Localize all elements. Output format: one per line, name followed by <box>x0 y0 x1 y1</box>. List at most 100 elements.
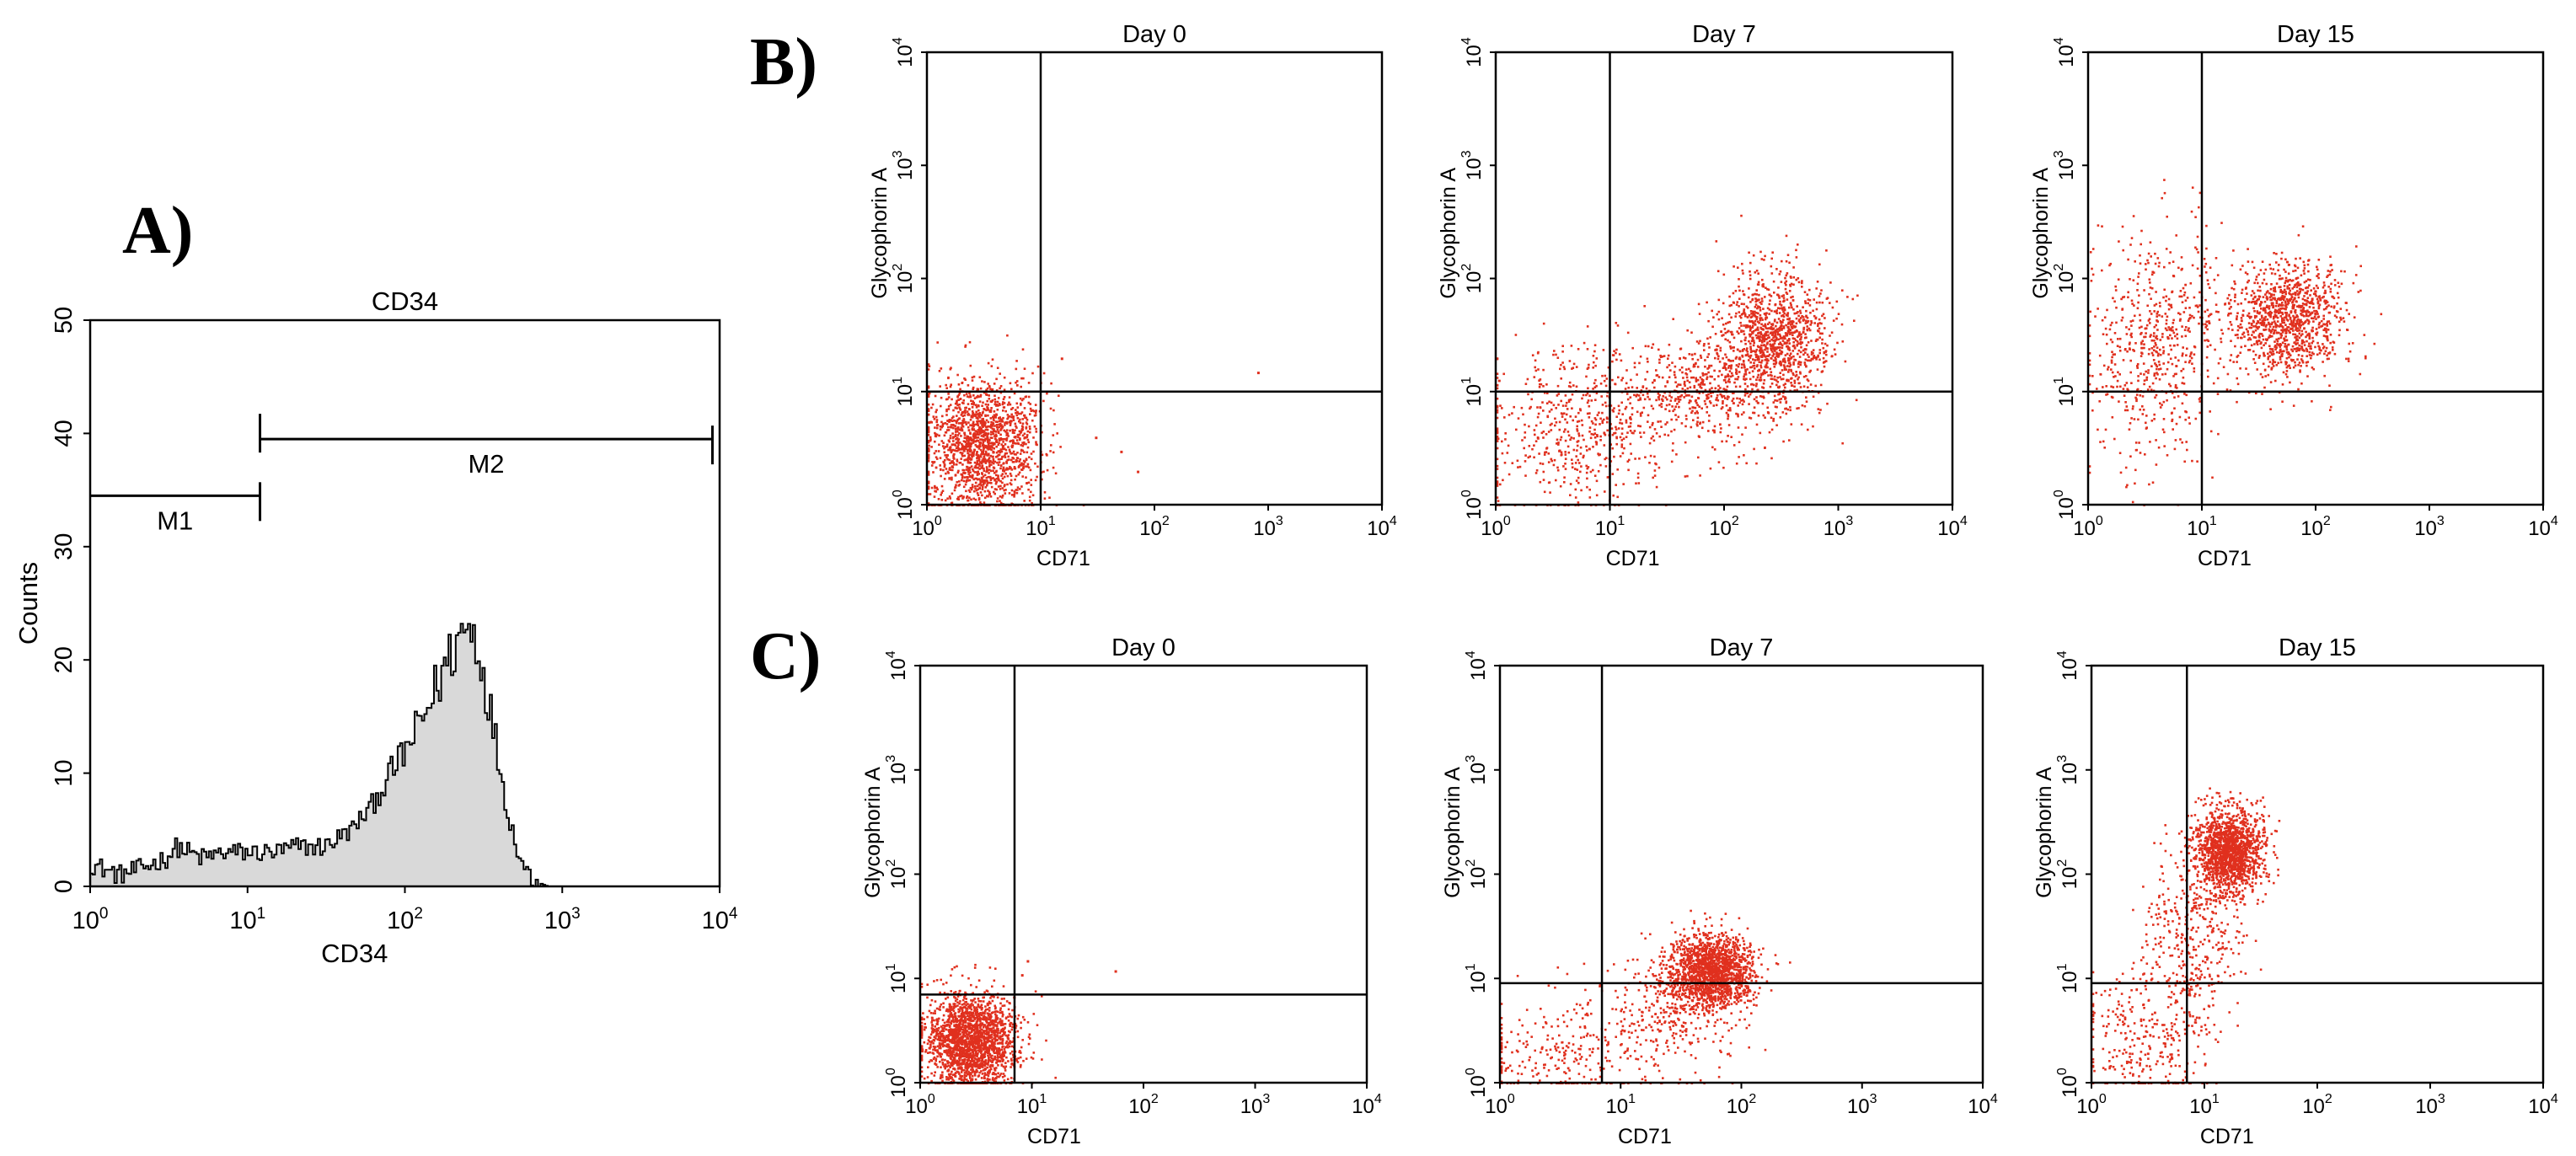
data-point <box>983 444 985 447</box>
data-point <box>1058 394 1060 397</box>
data-point <box>1753 340 1755 342</box>
data-point <box>1718 299 1721 302</box>
data-point <box>1672 449 1674 452</box>
data-point <box>1019 488 1021 490</box>
data-point <box>1727 418 1729 420</box>
data-point <box>1027 431 1030 433</box>
data-point <box>2247 373 2250 376</box>
data-point <box>1824 343 1827 345</box>
data-point <box>2265 325 2268 328</box>
data-point <box>2327 304 2330 307</box>
data-point <box>983 449 985 452</box>
data-point <box>1709 336 1711 339</box>
data-point <box>972 387 975 389</box>
data-point <box>970 399 972 402</box>
data-point <box>1024 436 1026 439</box>
data-point <box>1594 344 1597 346</box>
data-point <box>1738 398 1741 400</box>
data-point <box>1764 349 1766 351</box>
data-point <box>1757 370 1759 372</box>
data-point <box>1545 383 1548 386</box>
data-point <box>1751 331 1754 334</box>
data-point <box>976 431 978 433</box>
data-point <box>1705 403 1707 405</box>
data-point <box>1816 308 1818 311</box>
data-point <box>1014 491 1016 494</box>
data-point <box>2279 343 2282 345</box>
data-point <box>1010 383 1012 385</box>
data-point <box>2301 355 2304 357</box>
data-point <box>1015 461 1018 463</box>
data-point <box>2340 308 2343 310</box>
data-point <box>995 446 998 448</box>
data-point <box>1575 455 1577 458</box>
data-point <box>1699 423 1701 425</box>
data-point <box>1597 452 1599 455</box>
data-point <box>2231 265 2234 267</box>
data-point <box>2242 314 2245 317</box>
data-point <box>995 441 998 443</box>
data-point <box>1700 377 1702 379</box>
data-point <box>932 404 935 406</box>
data-point <box>973 424 976 426</box>
data-point <box>935 421 938 424</box>
data-point <box>1015 489 1017 491</box>
data-point <box>1501 441 1503 443</box>
data-point <box>2285 363 2288 366</box>
data-point <box>1654 474 1657 477</box>
data-point <box>1754 367 1756 370</box>
data-point <box>1570 483 1572 485</box>
data-point <box>1561 453 1563 456</box>
data-point <box>1031 420 1034 422</box>
data-point <box>2312 320 2315 323</box>
data-point <box>1813 315 1816 318</box>
data-point <box>2318 326 2321 329</box>
data-point <box>1755 354 1758 356</box>
data-point <box>1635 482 1637 484</box>
data-point <box>1711 310 1713 313</box>
data-point <box>1612 354 1615 356</box>
data-point <box>983 456 986 458</box>
data-point <box>1731 334 1733 336</box>
data-point <box>1576 479 1578 482</box>
data-point <box>999 485 1002 488</box>
data-point <box>1814 356 1817 359</box>
data-point <box>1751 388 1754 391</box>
data-point <box>994 401 997 404</box>
data-point <box>1005 462 1008 464</box>
data-point <box>2336 310 2338 313</box>
data-point <box>2323 281 2326 284</box>
data-point <box>2259 290 2262 292</box>
data-point <box>1723 395 1726 398</box>
data-point <box>1014 494 1016 496</box>
data-point <box>938 444 940 447</box>
data-point <box>967 403 970 405</box>
data-point <box>2223 366 2225 368</box>
data-point <box>2284 335 2287 338</box>
data-point <box>1755 351 1758 353</box>
data-point <box>964 409 967 412</box>
data-point <box>2286 357 2289 360</box>
data-point <box>2352 342 2354 345</box>
data-point <box>1713 430 1716 432</box>
data-point <box>1724 354 1727 356</box>
data-point <box>1780 363 1782 366</box>
data-point <box>951 493 954 495</box>
data-point <box>1010 414 1013 416</box>
data-point <box>1800 346 1802 349</box>
data-point <box>2247 260 2250 263</box>
data-point <box>1799 364 1802 367</box>
data-point <box>1716 313 1718 316</box>
data-point <box>988 439 991 442</box>
data-point <box>1557 385 1560 388</box>
data-point <box>1792 266 1795 269</box>
data-points <box>928 334 1260 506</box>
data-point <box>1805 359 1807 361</box>
data-point <box>1758 332 1760 334</box>
data-point <box>2290 312 2293 314</box>
data-point <box>1684 357 1687 360</box>
data-point <box>992 416 994 419</box>
data-point <box>930 407 933 409</box>
data-point <box>1015 475 1018 478</box>
data-point <box>1026 426 1028 429</box>
